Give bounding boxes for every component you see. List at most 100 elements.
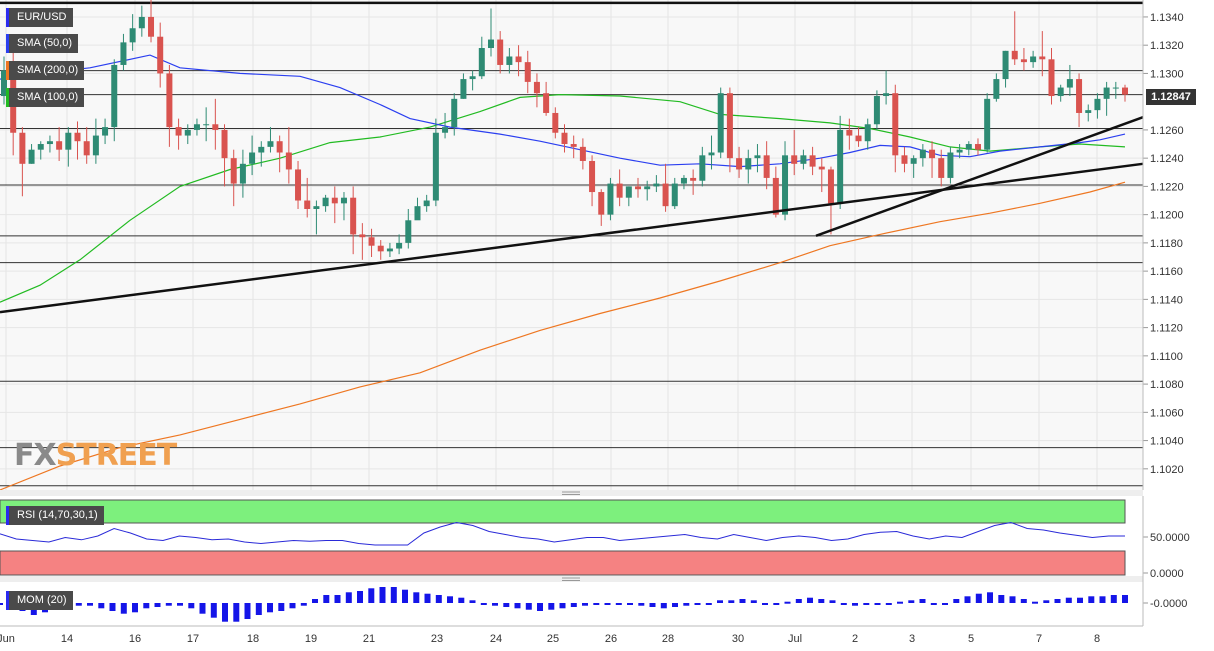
candle-body [249, 152, 256, 164]
candle-body [506, 56, 513, 65]
candle-body [1076, 79, 1083, 113]
candle-body [855, 135, 862, 142]
mom-bar [1110, 595, 1117, 603]
trendline [815, 116, 1144, 237]
panel-divider[interactable] [0, 490, 1143, 496]
mom-bar [143, 603, 150, 609]
candle-body [1122, 87, 1128, 95]
mom-bar [1054, 599, 1061, 603]
candle-body [662, 183, 669, 207]
candle-body [423, 200, 430, 207]
x-tick-label: 19 [305, 633, 317, 645]
horizontal-grid [0, 16, 1143, 470]
sma200-path [0, 181, 1126, 491]
mom-bar [188, 603, 195, 609]
mom-bar [537, 603, 543, 611]
sma-200-label: SMA (200,0) [6, 61, 85, 80]
candle-body [680, 177, 687, 184]
mom-bar [897, 601, 903, 604]
mom-bar [1077, 597, 1083, 603]
candle-body [65, 132, 72, 150]
x-tick-label: 25 [547, 633, 559, 645]
candle-body [901, 155, 908, 164]
candle-body [598, 192, 605, 215]
mom-bar [998, 595, 1005, 603]
mom-axis: -0.0000 [1143, 598, 1187, 610]
candle-body [515, 56, 522, 63]
mom-bar [480, 603, 487, 605]
candle-body [635, 186, 642, 190]
candle-body [671, 183, 678, 207]
mom-tick-label: -0.0000 [1150, 598, 1187, 610]
x-tick-label: 28 [662, 633, 674, 645]
candle-body [405, 220, 412, 243]
candle-body [74, 132, 81, 142]
candle-body [910, 158, 917, 164]
candle-body [157, 36, 164, 74]
mom-bar [177, 603, 183, 606]
candle-body [295, 169, 302, 201]
mom-bar [705, 603, 712, 605]
mom-bar [874, 603, 881, 605]
mom-bar [717, 600, 723, 603]
x-tick-label: 7 [1036, 633, 1042, 645]
sma50-path [0, 54, 1126, 168]
candle-body [800, 155, 807, 164]
candle-body [708, 152, 715, 156]
x-tick-label: 21 [363, 633, 375, 645]
candle-body [745, 158, 752, 170]
trendlines [0, 116, 1144, 314]
mom-bar [199, 603, 206, 614]
mom-bar [1020, 599, 1027, 603]
mom-bar [762, 603, 768, 605]
candle-body [350, 197, 357, 235]
price-tick-label: 1.1060 [1150, 407, 1184, 419]
rsi-overbought-zone [0, 499, 1126, 524]
candle-body [221, 129, 228, 159]
mom-bar [930, 603, 937, 605]
mom-bar [323, 595, 330, 603]
price-tick-label: 1.1300 [1150, 68, 1184, 80]
price-tick-label: 1.1240 [1150, 153, 1184, 165]
candle-body [19, 132, 26, 164]
x-tick-label: 17 [187, 633, 199, 645]
candle-body [782, 155, 789, 215]
x-tick-label: 2 [852, 633, 858, 645]
candle-body [837, 129, 844, 204]
mom-bar [683, 603, 690, 606]
candle-body [276, 141, 283, 153]
x-tick-label: 23 [431, 633, 443, 645]
candle-body [138, 16, 145, 29]
mom-bar [1009, 596, 1016, 603]
mom-bar [402, 589, 408, 603]
candle-body [929, 149, 936, 159]
candle-body [809, 155, 816, 167]
panel-divider-2[interactable] [0, 576, 1143, 582]
mom-bar [942, 603, 948, 605]
mom-bar [278, 603, 285, 611]
mom-bar [244, 603, 251, 619]
candle-body [414, 206, 421, 221]
candle-body [478, 48, 485, 77]
mom-bar [447, 596, 453, 603]
x-tick-label: 30 [732, 633, 744, 645]
current-price-tag: 1.12847 [1146, 89, 1196, 105]
candle-body [644, 186, 651, 190]
candle-body [965, 144, 972, 150]
candle-body [1030, 56, 1037, 63]
candle-body [1057, 87, 1064, 97]
mom-bar [1065, 597, 1072, 603]
candle-body [497, 39, 504, 65]
candle-body [359, 234, 366, 238]
candle-body [873, 96, 880, 125]
x-tick-label: Jun [0, 633, 15, 645]
mom-bar [165, 603, 172, 606]
mom-bar [255, 603, 262, 615]
price-tick-label: 1.1120 [1150, 323, 1183, 335]
candle-body [827, 169, 834, 204]
x-tick-label: 26 [605, 633, 617, 645]
candle-body [285, 152, 292, 170]
mom-bar [1099, 596, 1106, 603]
mom-bar [210, 603, 217, 618]
